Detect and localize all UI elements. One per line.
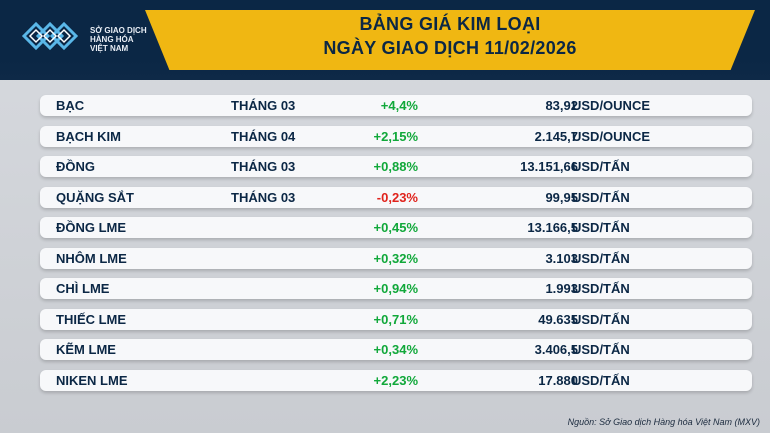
- price-unit: USD/TẤN: [572, 189, 630, 205]
- commodity-name: QUẶNG SẮT: [56, 189, 134, 205]
- commodity-name: KẼM LME: [56, 342, 116, 357]
- price-unit: USD/TẤN: [572, 281, 630, 296]
- price-unit: USD/TẤN: [572, 311, 630, 327]
- table-row: NIKEN LME +2,23% 17.880 USD/TẤN: [40, 369, 752, 391]
- commodity-name: NIKEN LME: [56, 372, 128, 388]
- title-banner: [145, 10, 755, 70]
- price-unit: USD/OUNCE: [572, 98, 651, 113]
- table-row: ĐỒNG THÁNG 03 +0,88% 13.151,66 USD/TẤN: [40, 156, 752, 177]
- logo-mark-icon: [22, 21, 79, 51]
- logo-line-3: VIỆT NAM: [90, 44, 129, 53]
- price-unit: USD/TẤN: [572, 342, 630, 357]
- logo-line-1: SỞ GIAO DỊCH: [90, 26, 147, 35]
- price-unit: USD/OUNCE: [572, 128, 651, 144]
- table-row: BẠC THÁNG 03 +4,4% 83,92 USD/OUNCE: [40, 95, 752, 116]
- price-change: +2,23%: [373, 372, 418, 388]
- price-change: +4,4%: [380, 98, 418, 113]
- price-value: 99,95: [545, 189, 578, 205]
- source-note: Nguồn: Sở Giao dịch Hàng hóa Việt Nam (M…: [567, 417, 760, 427]
- contract-month: THÁNG 03: [231, 189, 296, 205]
- price-value: 3.103: [545, 250, 578, 266]
- price-change: +0,88%: [373, 159, 418, 174]
- commodity-name: THIẾC LME: [56, 311, 127, 327]
- table-row: KẼM LME +0,34% 3.406,5 USD/TẤN: [40, 339, 752, 360]
- table-row: CHÌ LME +0,94% 1.993 USD/TẤN: [40, 278, 752, 299]
- table-row: BẠCH KIM THÁNG 04 +2,15% 2.145,7 USD/OUNCE: [40, 125, 752, 147]
- price-value: 49.635: [538, 311, 578, 327]
- table-row: QUẶNG SẮT THÁNG 03 -0,23% 99,95 USD/TẤN: [40, 186, 752, 208]
- price-change: +0,32%: [373, 250, 418, 266]
- logo-line-2: HÀNG HÓA: [90, 35, 134, 44]
- price-value: 1.993: [545, 281, 578, 296]
- commodity-name: CHÌ LME: [56, 281, 110, 296]
- contract-month: THÁNG 03: [231, 159, 296, 174]
- contract-month: THÁNG 04: [231, 128, 296, 144]
- commodity-name: BẠC: [56, 98, 85, 113]
- price-change: +2,15%: [373, 128, 418, 144]
- mxv-logo: SỞ GIAO DỊCH HÀNG HÓA VIỆT NAM: [10, 10, 147, 65]
- commodity-name: BẠCH KIM: [56, 128, 121, 144]
- price-unit: USD/TẤN: [572, 159, 630, 174]
- price-change: +0,45%: [373, 220, 418, 235]
- price-value: 3.406,5: [534, 342, 578, 357]
- price-unit: USD/TẤN: [572, 372, 630, 388]
- table-row: ĐỒNG LME +0,45% 13.166,5 USD/TẤN: [40, 217, 752, 238]
- title-line-2: NGÀY GIAO DỊCH 11/02/2026: [323, 38, 577, 58]
- page-title: BẢNG GIÁ KIM LOẠI NGÀY GIAO DỊCH 11/02/2…: [145, 12, 755, 60]
- contract-month: THÁNG 03: [231, 98, 296, 113]
- price-change: +0,94%: [373, 281, 418, 296]
- price-change: +0,71%: [373, 311, 418, 327]
- price-value: 17.880: [538, 372, 578, 388]
- commodity-name: NHÔM LME: [56, 250, 127, 266]
- price-unit: USD/TẤN: [572, 220, 630, 235]
- table-row: NHÔM LME +0,32% 3.103 USD/TẤN: [40, 247, 752, 269]
- price-table: BẠC THÁNG 03 +4,4% 83,92 USD/OUNCE BẠCH KIM TH…: [40, 95, 752, 400]
- logo-text: SỞ GIAO DỊCH HÀNG HÓA VIỆT NAM: [90, 26, 147, 53]
- commodity-name: ĐỒNG: [56, 159, 95, 174]
- price-unit: USD/TẤN: [572, 250, 630, 266]
- commodity-name: ĐỒNG LME: [56, 220, 127, 235]
- price-change: -0,23%: [376, 189, 418, 205]
- price-change: +0,34%: [373, 342, 418, 357]
- price-value: 13.151,66: [520, 159, 578, 174]
- price-value: 83,92: [545, 98, 578, 113]
- price-value: 13.166,5: [527, 220, 578, 235]
- title-line-1: BẢNG GIÁ KIM LOẠI: [359, 14, 541, 34]
- price-value: 2.145,7: [534, 128, 578, 144]
- table-row: THIẾC LME +0,71% 49.635 USD/TẤN: [40, 308, 752, 330]
